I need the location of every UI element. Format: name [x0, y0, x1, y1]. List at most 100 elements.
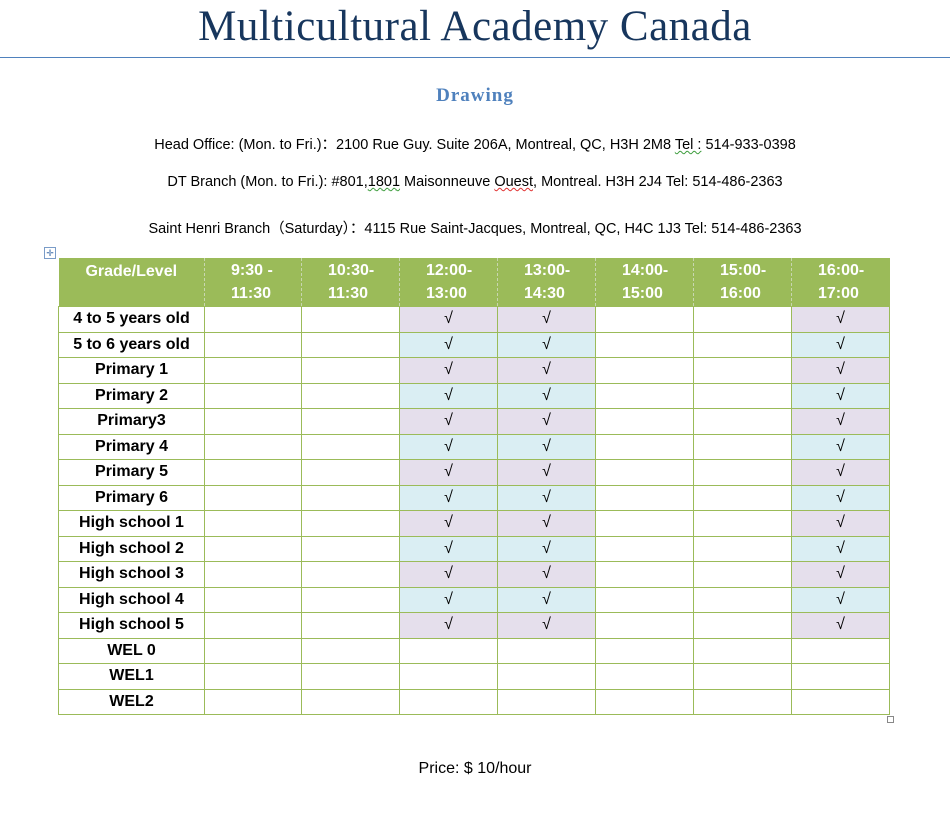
header-row: Grade/Level 9:30 - 11:30 10:30-11:30 12:00-… — [58, 258, 890, 307]
empty-cell — [791, 688, 890, 715]
empty-cell — [204, 586, 302, 613]
empty-cell — [595, 535, 694, 562]
header-time-slot: 12:00-13:00 — [399, 258, 498, 307]
empty-cell — [693, 382, 792, 409]
empty-cell — [301, 459, 400, 486]
empty-cell — [693, 331, 792, 358]
check-cell: √ — [791, 433, 890, 460]
empty-cell — [301, 688, 400, 715]
empty-cell — [301, 408, 400, 435]
check-cell: √ — [497, 535, 596, 562]
empty-cell — [301, 612, 400, 639]
empty-cell — [204, 382, 302, 409]
empty-cell — [693, 637, 792, 664]
head-office-label: Head Office: (Mon. to Fri.)：2100 Rue Guy… — [154, 137, 675, 153]
empty-cell — [693, 688, 792, 715]
check-cell: √ — [791, 357, 890, 384]
empty-cell — [399, 688, 498, 715]
document-subtitle: Drawing — [436, 85, 514, 106]
empty-cell — [301, 382, 400, 409]
table-row: Primary 6 √ √ √ — [58, 484, 890, 511]
level-cell: WEL1 — [58, 663, 205, 690]
empty-cell — [301, 357, 400, 384]
empty-cell — [204, 688, 302, 715]
empty-cell — [595, 433, 694, 460]
table-row: High school 4 √ √ √ — [58, 586, 890, 613]
table-row: 4 to 5 years old √ √ √ — [58, 306, 890, 333]
empty-cell — [204, 637, 302, 664]
empty-cell — [204, 306, 302, 333]
table-row: High school 1 √ √ √ — [58, 510, 890, 537]
table-row: WEL2 — [58, 688, 890, 715]
empty-cell — [204, 331, 302, 358]
table-resize-handle[interactable] — [887, 716, 894, 723]
check-cell: √ — [791, 331, 890, 358]
header-time-slot: 16:00-17:00 — [791, 258, 890, 307]
dt-mid: Maisonneuve — [400, 174, 495, 190]
check-cell: √ — [399, 408, 498, 435]
empty-cell — [595, 382, 694, 409]
empty-cell — [693, 586, 792, 613]
table-move-handle-icon[interactable]: ✛ — [44, 247, 56, 259]
empty-cell — [204, 561, 302, 588]
empty-cell — [301, 510, 400, 537]
empty-cell — [204, 433, 302, 460]
table-row: Primary3 √ √ √ — [58, 408, 890, 435]
dt-num: 1801 — [367, 174, 401, 190]
table-row: WEL 0 — [58, 637, 890, 664]
level-cell: 5 to 6 years old — [58, 331, 205, 358]
level-cell: Primary 4 — [58, 433, 205, 460]
empty-cell — [595, 306, 694, 333]
empty-cell — [497, 688, 596, 715]
empty-cell — [204, 408, 302, 435]
empty-cell — [595, 510, 694, 537]
empty-cell — [204, 459, 302, 486]
table-row: Primary 1 √ √ √ — [58, 357, 890, 384]
check-cell: √ — [399, 612, 498, 639]
header-time-slot: 13:00-14:30 — [497, 258, 596, 307]
check-cell: √ — [399, 331, 498, 358]
table-row: High school 5 √ √ √ — [58, 612, 890, 639]
empty-cell — [399, 663, 498, 690]
header-time-slot: 10:30-11:30 — [301, 258, 400, 307]
header-time-slot: 15:00-16:00 — [693, 258, 792, 307]
check-cell: √ — [399, 357, 498, 384]
empty-cell — [693, 535, 792, 562]
check-cell: √ — [497, 408, 596, 435]
empty-cell — [595, 331, 694, 358]
empty-cell — [301, 484, 400, 511]
check-cell: √ — [399, 586, 498, 613]
empty-cell — [301, 663, 400, 690]
level-cell: Primary 1 — [58, 357, 205, 384]
level-cell: High school 3 — [58, 561, 205, 588]
head-office-address: Head Office: (Mon. to Fri.)：2100 Rue Guy… — [0, 133, 950, 154]
empty-cell — [204, 612, 302, 639]
dt-branch-address: DT Branch (Mon. to Fri.): #801,1801 Mais… — [0, 174, 950, 190]
empty-cell — [595, 484, 694, 511]
check-cell: √ — [497, 612, 596, 639]
empty-cell — [301, 331, 400, 358]
empty-cell — [204, 510, 302, 537]
empty-cell — [204, 535, 302, 562]
price-text: Price: $ 10/hour — [418, 760, 532, 777]
empty-cell — [497, 637, 596, 664]
empty-cell — [693, 484, 792, 511]
document-title: Multicultural Academy Canada — [198, 3, 752, 50]
empty-cell — [301, 433, 400, 460]
empty-cell — [693, 357, 792, 384]
check-cell: √ — [791, 561, 890, 588]
table-row: Primary 5 √ √ √ — [58, 459, 890, 486]
empty-cell — [595, 663, 694, 690]
level-cell: Primary 2 — [58, 382, 205, 409]
empty-cell — [595, 459, 694, 486]
check-cell: √ — [791, 612, 890, 639]
dt-ouest: Ouest — [494, 174, 534, 190]
header-time-slot: 9:30 - 11:30 — [204, 258, 302, 307]
empty-cell — [399, 637, 498, 664]
header-time-slot: 14:00-15:00 — [595, 258, 694, 307]
check-cell: √ — [399, 510, 498, 537]
header-grade-level: Grade/Level — [58, 258, 205, 307]
check-cell: √ — [791, 459, 890, 486]
empty-cell — [301, 306, 400, 333]
empty-cell — [693, 663, 792, 690]
